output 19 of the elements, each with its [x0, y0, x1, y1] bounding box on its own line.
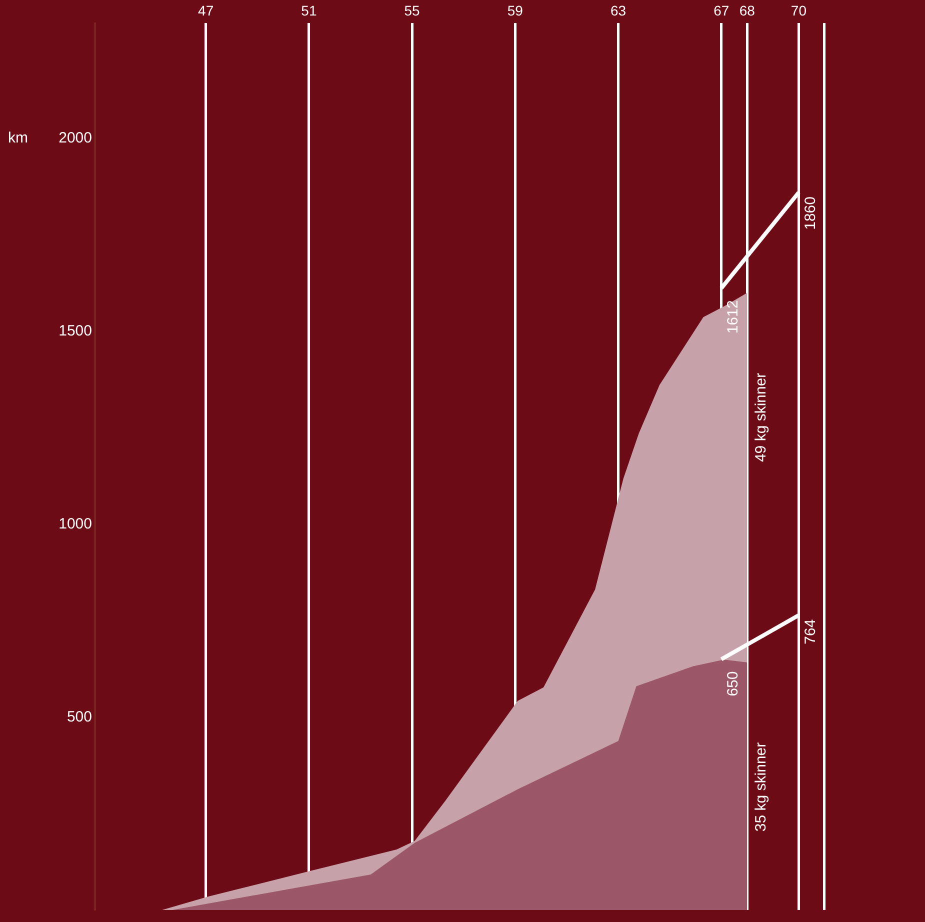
x-tick-label: 70 — [790, 2, 807, 18]
x-tick-label: 67 — [714, 2, 730, 18]
x-tick-label: 51 — [301, 2, 317, 18]
text: 49 kg skinner — [752, 372, 770, 462]
y-tick-label: 500 — [66, 708, 92, 726]
x-tick-label: 59 — [507, 2, 524, 18]
y-axis-title: km — [8, 130, 28, 147]
y-tick-label: 2000 — [58, 130, 92, 147]
x-tick-label: 55 — [404, 2, 420, 18]
data-label: 1612 — [724, 300, 742, 334]
x-tick-label: 63 — [610, 2, 626, 18]
y-tick-label: 1500 — [58, 322, 92, 340]
data-label: 650 — [724, 671, 742, 696]
y-tick-label: 1000 — [58, 515, 92, 532]
x-tick-label: 68 — [739, 2, 756, 18]
x-tick-label: 47 — [198, 2, 214, 18]
text: 35 kg skinner — [752, 742, 770, 832]
data-label: 1860 — [802, 196, 819, 230]
data-label: 764 — [802, 619, 819, 644]
